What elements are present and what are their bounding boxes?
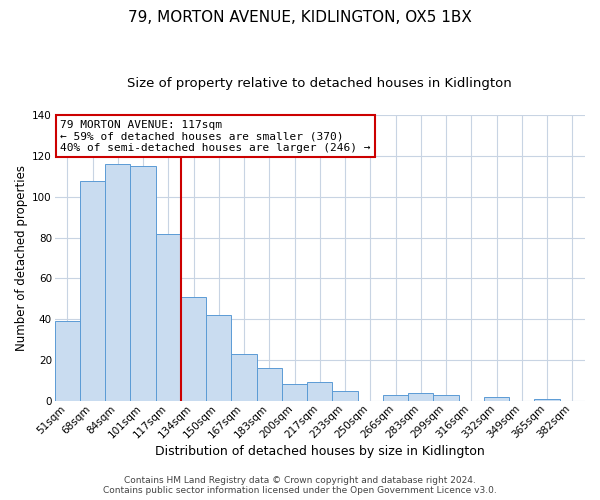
Bar <box>484 396 509 400</box>
Text: 79 MORTON AVENUE: 117sqm
← 59% of detached houses are smaller (370)
40% of semi-: 79 MORTON AVENUE: 117sqm ← 59% of detach… <box>60 120 370 153</box>
Bar <box>55 321 80 400</box>
Bar <box>383 394 408 400</box>
Bar <box>307 382 332 400</box>
Bar <box>206 315 232 400</box>
Bar <box>156 234 181 400</box>
Bar <box>408 392 433 400</box>
Title: Size of property relative to detached houses in Kidlington: Size of property relative to detached ho… <box>127 78 512 90</box>
Bar <box>257 368 282 400</box>
Bar <box>282 384 307 400</box>
Bar <box>433 394 459 400</box>
Bar <box>332 390 358 400</box>
Text: Contains HM Land Registry data © Crown copyright and database right 2024.
Contai: Contains HM Land Registry data © Crown c… <box>103 476 497 495</box>
Bar <box>80 180 105 400</box>
Y-axis label: Number of detached properties: Number of detached properties <box>15 165 28 351</box>
Bar <box>232 354 257 401</box>
Bar <box>105 164 130 400</box>
X-axis label: Distribution of detached houses by size in Kidlington: Distribution of detached houses by size … <box>155 444 485 458</box>
Bar <box>181 296 206 401</box>
Bar <box>130 166 156 400</box>
Text: 79, MORTON AVENUE, KIDLINGTON, OX5 1BX: 79, MORTON AVENUE, KIDLINGTON, OX5 1BX <box>128 10 472 25</box>
Bar <box>535 398 560 400</box>
